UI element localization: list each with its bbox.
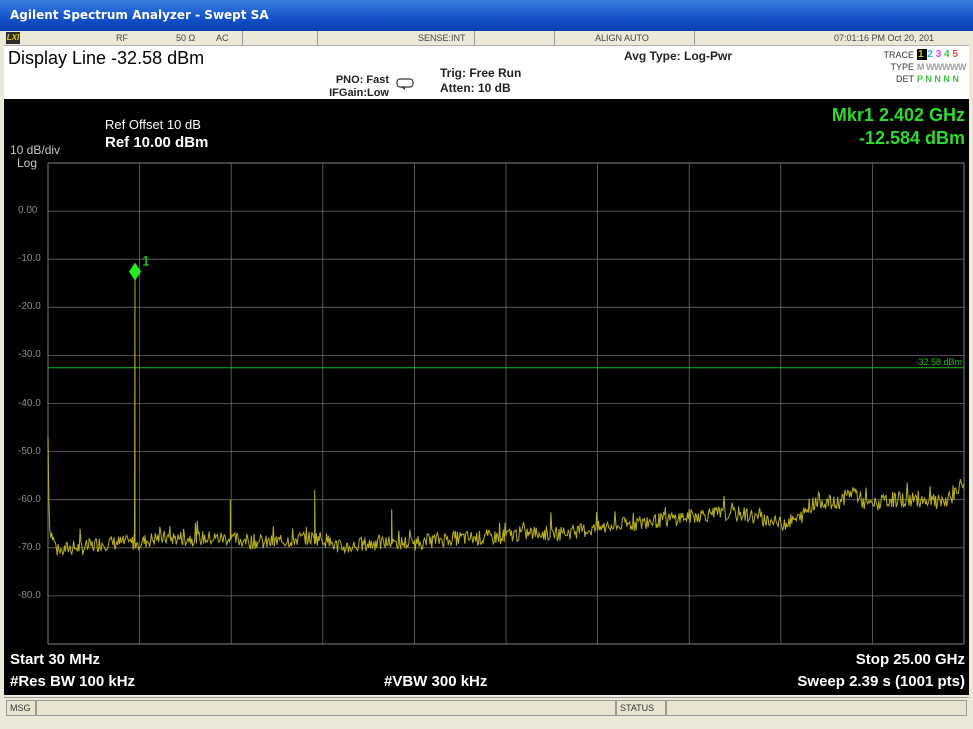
status-area — [666, 700, 967, 716]
rf-label: RF — [116, 33, 128, 43]
pno-ifgain: PNO: Fast IFGain:Low — [317, 74, 389, 100]
y-tick-label: 0.00 — [18, 205, 38, 217]
sense-label: SENSE:INT — [418, 33, 466, 43]
datetime-label: 07:01:16 PM Oct 20, 201 — [834, 33, 935, 43]
marker-1-diamond[interactable] — [129, 262, 142, 281]
scale-type-label: Log — [17, 156, 38, 170]
y-tick-label: -50.0 — [18, 445, 41, 457]
spectrum-display[interactable]: 10 dB/div Log Ref Offset 10 dB Ref 10.00… — [4, 99, 969, 695]
message-area — [36, 700, 616, 716]
divider — [242, 31, 243, 46]
trace-1 — [47, 271, 965, 557]
trace-number-1: 1 — [917, 49, 928, 60]
y-tick-label: -20.0 — [18, 301, 41, 313]
type-label: TYPE — [890, 62, 914, 72]
divider — [694, 31, 695, 46]
stop-frequency: Stop 25.00 GHz — [855, 651, 965, 668]
display-line-label: -32.58 dBm — [915, 357, 962, 367]
ref-offset-label: Ref Offset 10 dB — [105, 117, 201, 132]
coupling-label: AC — [216, 33, 229, 43]
lxi-icon: LXI — [6, 32, 20, 44]
start-frequency: Start 30 MHz — [10, 651, 101, 668]
trace-number-3: 3 — [935, 49, 945, 60]
det-label: DET — [896, 74, 914, 84]
msg-label: MSG — [6, 700, 36, 716]
active-function-display-line: Display Line -32.58 dBm — [8, 48, 205, 68]
spectrum-plot: -32.58 dBm 1 — [47, 162, 965, 645]
marker-readout-amplitude: -12.584 dBm — [858, 128, 965, 148]
impedance-label: 50 Ω — [176, 33, 196, 43]
divider — [317, 31, 318, 46]
divider — [554, 31, 555, 46]
ifgain-label: IFGain:Low — [329, 87, 389, 99]
trace-number-5: 5 — [952, 49, 958, 60]
type-value: M WWWWW — [917, 62, 966, 72]
align-label: ALIGN AUTO — [595, 33, 649, 43]
trace-number-2: 2 — [927, 49, 936, 60]
det-value: P N N N N — [917, 74, 959, 84]
trigger-settings: Trig: Free Run Atten: 10 dB — [440, 66, 521, 96]
trace-panel: TRACE 1 2 3 4 5 TYPE M WWWWW DET P N N N… — [824, 49, 969, 85]
avg-type-label: Avg Type: Log-Pwr — [624, 49, 732, 63]
y-tick-label: -70.0 — [18, 541, 41, 553]
det-row: DET P N N N N — [824, 73, 969, 85]
trigger-icon — [396, 78, 414, 90]
status-label: STATUS — [616, 700, 666, 716]
divider — [474, 31, 475, 46]
scale-label: 10 dB/div — [10, 143, 61, 157]
trace-row: TRACE 1 2 3 4 5 — [824, 49, 969, 61]
y-tick-label: -40.0 — [18, 397, 41, 409]
pno-label: PNO: Fast — [335, 74, 389, 86]
atten-label: Atten: 10 dB — [440, 81, 511, 95]
sweep-label: Sweep 2.39 s (1001 pts) — [797, 673, 965, 690]
y-tick-label: -80.0 — [18, 589, 41, 601]
window-title: Agilent Spectrum Analyzer - Swept SA — [0, 0, 973, 31]
graticule — [47, 162, 965, 645]
y-tick-label: -30.0 — [18, 349, 41, 361]
marker-readout-frequency: Mkr1 2.402 GHz — [831, 105, 965, 125]
status-bar: MSG STATUS — [4, 697, 969, 717]
vbw-label: #VBW 300 kHz — [384, 673, 488, 690]
trace-values: 1 2 3 4 5 — [917, 49, 958, 61]
y-tick-label: -60.0 — [18, 493, 41, 505]
trace-label: TRACE — [883, 50, 914, 60]
rbw-label: #Res BW 100 kHz — [10, 673, 136, 690]
marker-1-label: 1 — [142, 253, 150, 269]
y-tick-label: -10.0 — [18, 253, 41, 265]
status-row: LXI RF 50 Ω AC SENSE:INT ALIGN AUTO 07:0… — [4, 31, 969, 46]
type-row: TYPE M WWWWW — [824, 61, 969, 73]
ref-level-label: Ref 10.00 dBm — [105, 134, 209, 151]
trig-label: Trig: Free Run — [440, 66, 522, 80]
trace-number-4: 4 — [944, 49, 953, 60]
settings-header: LXI RF 50 Ω AC SENSE:INT ALIGN AUTO 07:0… — [4, 31, 969, 99]
